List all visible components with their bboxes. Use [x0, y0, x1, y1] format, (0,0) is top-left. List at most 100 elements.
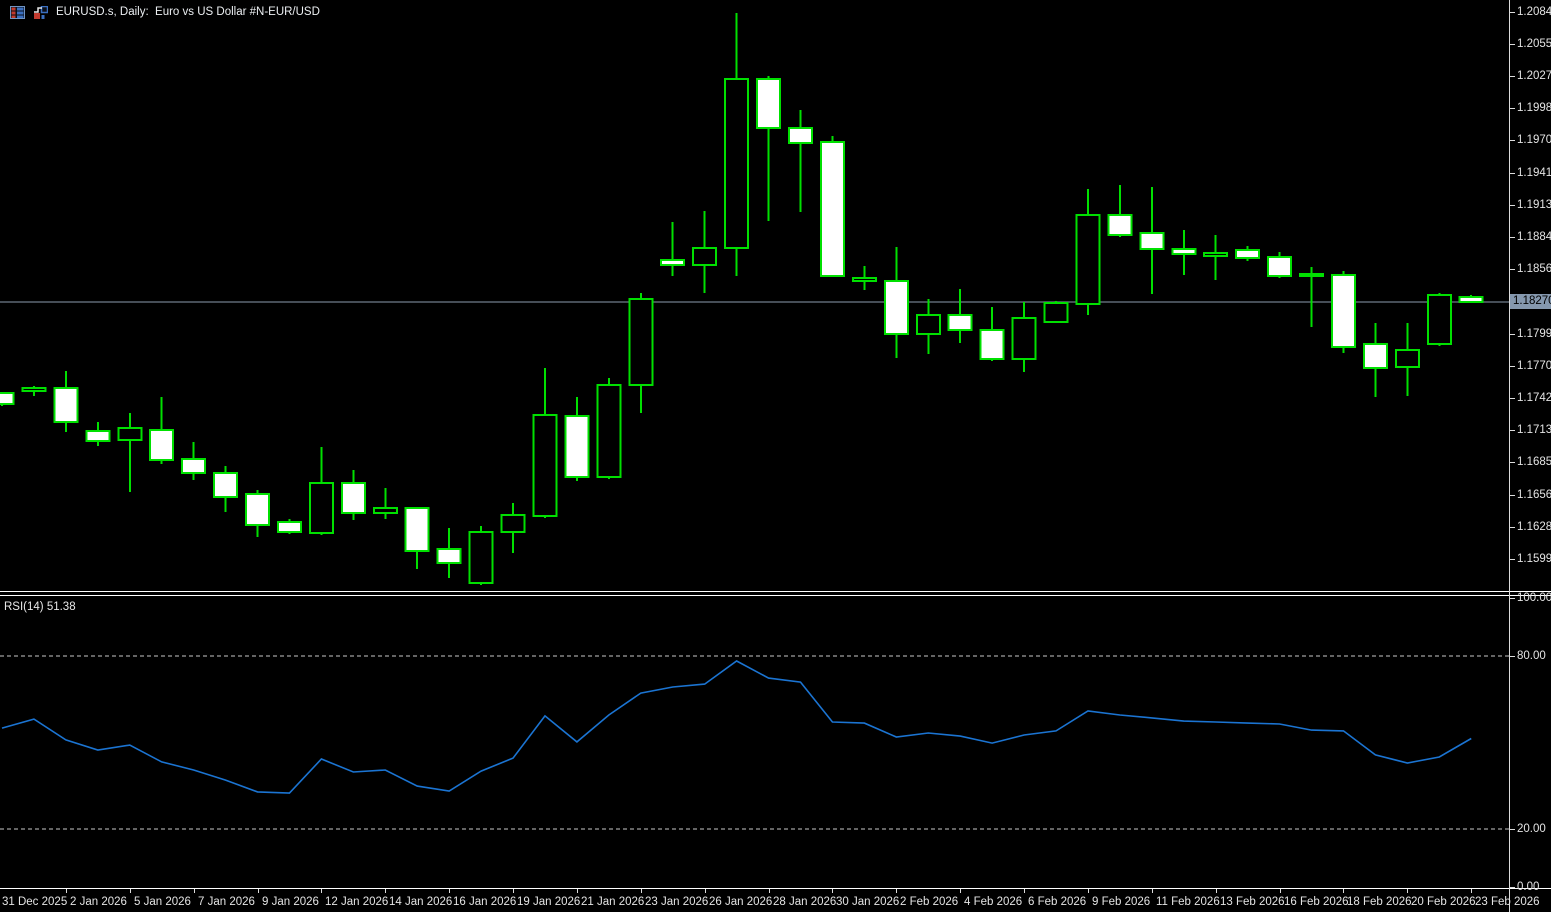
candle-body	[372, 506, 398, 514]
market-watch-icon	[10, 5, 25, 19]
rsi-axis-tick	[1510, 598, 1515, 599]
date-axis-tick	[960, 889, 961, 893]
date-label: 2 Jan 2026	[70, 896, 127, 908]
candle-body	[660, 258, 686, 267]
date-label: 20 Feb 2026	[1411, 896, 1476, 908]
candle-body	[181, 457, 207, 474]
candle-body	[1075, 213, 1101, 306]
date-axis[interactable]: 31 Dec 2025 2 Jan 2026 5 Jan 2026 7 Jan 202…	[0, 889, 1551, 912]
date-label: 16 Jan 2026	[453, 896, 517, 908]
price-axis-tick	[1510, 269, 1515, 270]
rsi-indicator-panel[interactable]	[0, 595, 1510, 888]
price-axis[interactable]: 1.18270 1.20840 1.20555 1.20270 1.19985 1.19…	[1510, 0, 1551, 893]
rsi-line	[1, 660, 1472, 794]
candle-body	[149, 429, 175, 461]
price-axis-tick	[1510, 44, 1515, 45]
candle-body	[21, 386, 47, 393]
date-label: 18 Feb 2026	[1347, 896, 1412, 908]
date-label: 7 Jan 2026	[198, 896, 255, 908]
candle-body	[117, 426, 143, 441]
candle-body	[245, 492, 271, 527]
date-axis-tick	[1407, 889, 1408, 893]
price-axis-label: 1.18845	[1517, 231, 1551, 243]
date-axis-tick	[1471, 889, 1472, 893]
date-axis-tick	[1216, 889, 1217, 893]
rsi-axis-label: 20.00	[1517, 823, 1546, 835]
price-axis-label: 1.19415	[1517, 167, 1551, 179]
price-axis-tick	[1510, 398, 1515, 399]
price-axis-tick	[1510, 334, 1515, 335]
date-label: 13 Feb 2026	[1220, 896, 1285, 908]
candle-body	[692, 246, 718, 267]
price-axis-tick	[1510, 12, 1515, 13]
date-axis-tick	[1343, 889, 1344, 893]
date-label: 28 Jan 2026	[773, 896, 837, 908]
candle-body	[1394, 349, 1420, 368]
date-axis-tick	[258, 889, 259, 893]
price-axis-label: 1.15995	[1517, 553, 1551, 565]
date-axis-tick	[641, 889, 642, 893]
date-axis-tick	[1088, 889, 1089, 893]
candle-body	[596, 384, 622, 479]
date-label: 11 Feb 2026	[1156, 896, 1220, 908]
candle-body	[1362, 343, 1388, 369]
price-axis-label: 1.17705	[1517, 360, 1551, 372]
candle-body	[1171, 248, 1197, 255]
price-axis-tick	[1510, 237, 1515, 238]
price-axis-tick	[1510, 173, 1515, 174]
price-axis-label: 1.17990	[1517, 328, 1551, 340]
date-label: 19 Jan 2026	[517, 896, 581, 908]
price-axis-label: 1.16850	[1517, 456, 1551, 468]
rsi-axis-tick	[1510, 829, 1515, 830]
date-label: 6 Feb 2026	[1028, 896, 1087, 908]
price-axis-label: 1.19130	[1517, 199, 1551, 211]
candle-body	[883, 279, 909, 335]
date-axis-tick	[1152, 889, 1153, 893]
date-label: 30 Jan 2026	[836, 896, 900, 908]
price-axis-label: 1.20270	[1517, 70, 1551, 82]
rsi-chart-canvas[interactable]	[0, 595, 1510, 888]
candle-body	[756, 78, 782, 129]
date-label: 4 Feb 2026	[964, 896, 1023, 908]
candle-body	[404, 506, 430, 553]
candle-body	[628, 297, 654, 387]
candle-body	[308, 482, 334, 534]
candle-body	[468, 530, 494, 585]
candle-body	[436, 548, 462, 565]
date-label: 31 Dec 2025	[2, 896, 68, 908]
candlestick-chart-panel[interactable]: EURUSD.s, Daily: Euro vs US Dollar #N-EU…	[0, 0, 1510, 591]
candlestick-chart-canvas[interactable]	[0, 0, 1510, 591]
date-axis-tick	[66, 889, 67, 893]
date-axis-tick	[832, 889, 833, 893]
candle-body	[0, 391, 15, 406]
date-label: 23 Jan 2026	[645, 896, 709, 908]
date-axis-tick	[896, 889, 897, 893]
date-label: 12 Jan 2026	[325, 896, 389, 908]
candle-body	[1267, 256, 1293, 278]
price-axis-label: 1.16280	[1517, 521, 1551, 533]
rsi-axis-label: 100.00	[1517, 592, 1551, 604]
candle-body	[947, 313, 973, 332]
price-axis-tick	[1510, 205, 1515, 206]
rsi-axis-label: 0.00	[1517, 881, 1540, 893]
price-axis-label: 1.17135	[1517, 424, 1551, 436]
date-axis-tick	[130, 889, 131, 893]
price-axis-label: 1.20555	[1517, 38, 1551, 50]
candle-body	[1458, 296, 1484, 304]
candle-body	[276, 521, 302, 533]
date-axis-separator	[0, 888, 1551, 889]
panel-separator[interactable]	[0, 591, 1551, 596]
candle-body	[1299, 272, 1325, 278]
rsi-axis-tick	[1510, 656, 1515, 657]
date-axis-tick	[321, 889, 322, 893]
candle-body	[340, 482, 366, 514]
candle-body	[532, 414, 558, 518]
price-axis-label: 1.19700	[1517, 134, 1551, 146]
candle-body	[1426, 293, 1452, 346]
candle-body	[564, 415, 590, 479]
date-label: 14 Jan 2026	[389, 896, 453, 908]
price-axis-tick	[1510, 527, 1515, 528]
price-axis-label: 1.19985	[1517, 102, 1551, 114]
candle-body	[724, 78, 750, 249]
date-axis-tick	[769, 889, 770, 893]
